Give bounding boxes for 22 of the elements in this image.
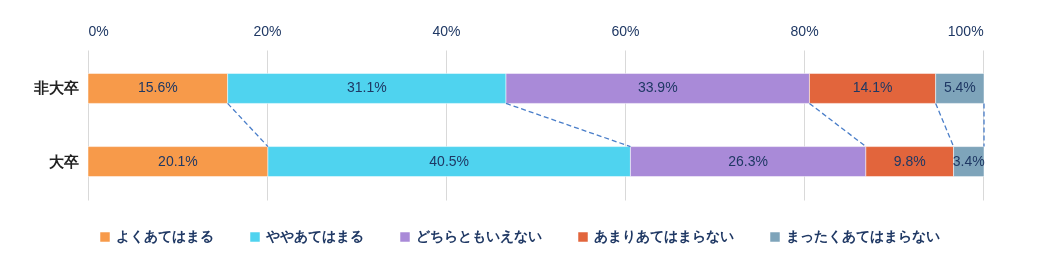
x-tick-label: 20% [253, 22, 282, 39]
legend-label: どちらともいえない [416, 228, 542, 244]
y-tick-label: 大卒 [48, 152, 79, 170]
data-label: 5.4% [943, 79, 976, 96]
data-label: 31.1% [346, 79, 387, 96]
data-label: 9.8% [893, 152, 926, 169]
legend-label: まったくあてはまらない [786, 228, 940, 244]
x-tick-label: 0% [88, 22, 109, 39]
x-tick-label: 60% [611, 22, 640, 39]
legend-label: よくあてはまる [116, 228, 214, 244]
data-label: 15.6% [137, 79, 178, 96]
legend-label: あまりあてはまらない [594, 228, 734, 244]
data-label: 20.1% [158, 152, 198, 169]
x-tick-label: 80% [790, 22, 819, 39]
data-label: 33.9% [637, 79, 678, 96]
data-label: 40.5% [429, 152, 470, 169]
y-tick-label: 非大卒 [32, 79, 79, 97]
legend-label: ややあてはまる [265, 228, 364, 244]
data-label: 14.1% [852, 79, 893, 96]
x-tick-label: 40% [432, 22, 461, 39]
data-label: 26.3% [728, 152, 768, 169]
x-tick-label: 100% [947, 22, 984, 39]
